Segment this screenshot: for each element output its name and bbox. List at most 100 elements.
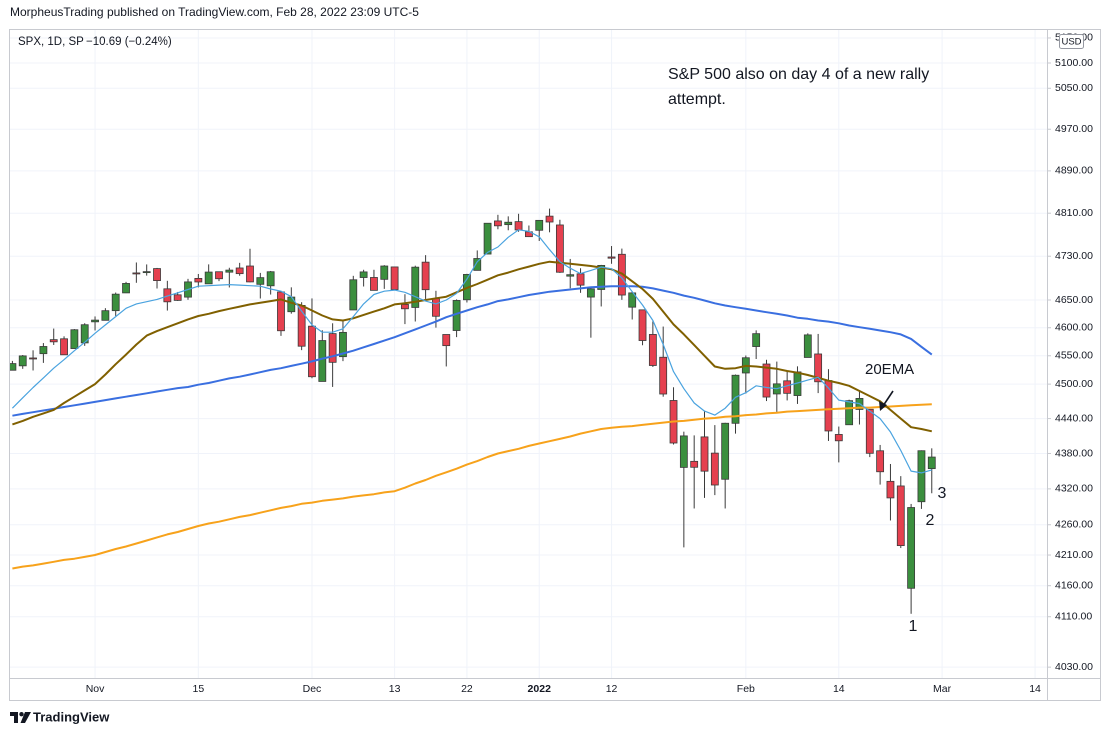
currency: USD [1061,37,1081,48]
candle [483,222,492,255]
candle-body [545,215,554,223]
annotation: 3 [938,485,947,502]
candle [153,267,161,289]
x-tick-label: Feb [737,683,755,695]
candle-body [132,272,141,275]
candle [752,330,761,359]
candle [473,250,482,271]
x-tick-label: 12 [606,683,618,695]
footer: TradingView [10,709,110,724]
candle [927,448,936,494]
symbol: SPX, 1D, SP [18,36,84,48]
candle-body [896,485,905,547]
candle [710,425,719,496]
y-tick-label: 5100.00 [1055,57,1093,69]
candle-body [370,277,378,291]
candle-body [225,269,234,273]
candle-body [576,273,585,286]
candle [917,450,926,509]
candle-body [679,435,688,468]
candle [215,271,223,282]
candle-body [648,334,657,366]
candle [10,360,17,371]
candle-body [349,279,358,311]
candle-body [432,298,440,317]
candle-body [401,304,409,310]
candle-body [142,271,151,274]
candle-body [504,221,513,226]
candle-body [111,293,120,312]
candle [731,374,740,434]
x-tick-label: Mar [933,683,952,695]
annotations: S&P 500 also on day 4 of a new rally atte… [668,66,947,635]
annotation: 2 [926,512,935,529]
annotation: 20EMA [865,361,914,378]
candle-body [70,329,79,349]
candle [266,270,275,295]
candle-body [411,266,420,308]
candle-body [101,310,110,321]
candle-body [803,334,812,358]
chart-frame [9,29,1101,701]
candle-body [235,267,244,275]
y-tick-label: 4730.00 [1055,250,1093,262]
logo [10,712,31,723]
candle [91,316,99,331]
candle-body [814,353,823,383]
candle-body [380,265,389,280]
y-tick-label: 4600.00 [1055,322,1093,334]
candle [814,333,823,394]
candle-body [318,340,327,382]
candle [390,266,399,291]
candle [29,350,37,371]
candle-body [514,221,523,231]
y-tick-label: 4160.00 [1055,579,1093,591]
annotation: attempt. [668,91,726,108]
x-tick-label: 14 [833,683,845,695]
x-tick-label: 13 [389,683,401,695]
x-tick-label: 15 [192,683,204,695]
candle [679,431,688,548]
candle [246,248,254,283]
candle [411,265,420,322]
candle [370,269,378,291]
x-tick-label: 2022 [528,683,552,695]
candle [122,281,130,294]
candle [865,408,874,458]
candle [494,214,502,230]
candle-body [710,452,719,486]
candle-body [834,434,843,442]
candle [700,410,709,498]
candle-body [308,325,316,378]
candle [132,262,141,283]
candle [607,246,616,264]
candle-body [277,291,285,332]
y-tick-label: 4110.00 [1055,611,1092,623]
candle-body [917,450,926,503]
average-line [12,260,933,433]
y-tick-label: 4500.00 [1055,378,1093,390]
candle-body [194,278,203,283]
candle-body [628,292,637,308]
candle-body [339,331,347,358]
candle-body [473,258,482,271]
candle [876,444,885,485]
candle [659,326,668,397]
candle [70,329,79,349]
candle-body [266,271,275,287]
candle [308,298,316,379]
candle [545,208,554,233]
candle-body [10,363,17,371]
candle-body [555,224,564,273]
candle-body [721,422,730,480]
candle-body [566,274,575,277]
y-tick-label: 4260.00 [1055,519,1093,531]
y-tick-label: 5050.00 [1055,82,1093,94]
candle-body [173,294,182,301]
plot-area [10,208,936,614]
candle [555,219,564,273]
candle-body [607,256,616,259]
candle [101,308,110,321]
